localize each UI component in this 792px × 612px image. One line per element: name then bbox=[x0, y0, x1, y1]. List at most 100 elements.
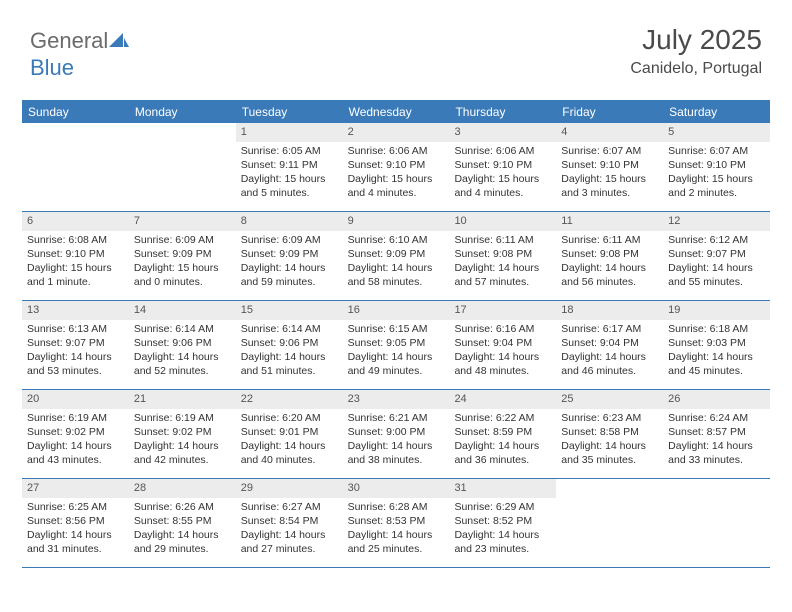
day-number bbox=[22, 123, 129, 127]
sunset-text: Sunset: 9:07 PM bbox=[668, 247, 765, 261]
day-number: 15 bbox=[236, 301, 343, 320]
sunset-text: Sunset: 9:11 PM bbox=[241, 158, 338, 172]
day-cell: 6Sunrise: 6:08 AMSunset: 9:10 PMDaylight… bbox=[22, 212, 129, 300]
daylight-text: Daylight: 14 hours and 53 minutes. bbox=[27, 350, 124, 378]
day-body: Sunrise: 6:09 AMSunset: 9:09 PMDaylight:… bbox=[129, 231, 236, 294]
day-headers-row: Sunday Monday Tuesday Wednesday Thursday… bbox=[22, 101, 770, 123]
daylight-text: Daylight: 15 hours and 2 minutes. bbox=[668, 172, 765, 200]
sunrise-text: Sunrise: 6:21 AM bbox=[348, 411, 445, 425]
sunset-text: Sunset: 9:10 PM bbox=[668, 158, 765, 172]
sunset-text: Sunset: 8:53 PM bbox=[348, 514, 445, 528]
sunrise-text: Sunrise: 6:10 AM bbox=[348, 233, 445, 247]
logo-sail-icon bbox=[109, 29, 129, 55]
day-cell: 11Sunrise: 6:11 AMSunset: 9:08 PMDayligh… bbox=[556, 212, 663, 300]
daylight-text: Daylight: 14 hours and 29 minutes. bbox=[134, 528, 231, 556]
sunset-text: Sunset: 9:05 PM bbox=[348, 336, 445, 350]
week-row: 1Sunrise: 6:05 AMSunset: 9:11 PMDaylight… bbox=[22, 123, 770, 212]
day-number: 22 bbox=[236, 390, 343, 409]
day-body: Sunrise: 6:19 AMSunset: 9:02 PMDaylight:… bbox=[129, 409, 236, 472]
day-body: Sunrise: 6:28 AMSunset: 8:53 PMDaylight:… bbox=[343, 498, 450, 561]
day-number: 13 bbox=[22, 301, 129, 320]
day-body: Sunrise: 6:08 AMSunset: 9:10 PMDaylight:… bbox=[22, 231, 129, 294]
sunrise-text: Sunrise: 6:17 AM bbox=[561, 322, 658, 336]
daylight-text: Daylight: 15 hours and 5 minutes. bbox=[241, 172, 338, 200]
sunset-text: Sunset: 9:07 PM bbox=[27, 336, 124, 350]
day-cell: 31Sunrise: 6:29 AMSunset: 8:52 PMDayligh… bbox=[449, 479, 556, 567]
day-body: Sunrise: 6:14 AMSunset: 9:06 PMDaylight:… bbox=[129, 320, 236, 383]
day-number: 12 bbox=[663, 212, 770, 231]
day-cell: 9Sunrise: 6:10 AMSunset: 9:09 PMDaylight… bbox=[343, 212, 450, 300]
day-cell: 22Sunrise: 6:20 AMSunset: 9:01 PMDayligh… bbox=[236, 390, 343, 478]
day-cell bbox=[556, 479, 663, 567]
day-number: 4 bbox=[556, 123, 663, 142]
month-title: July 2025 bbox=[630, 24, 762, 56]
day-header: Thursday bbox=[449, 101, 556, 123]
day-number: 30 bbox=[343, 479, 450, 498]
day-body: Sunrise: 6:09 AMSunset: 9:09 PMDaylight:… bbox=[236, 231, 343, 294]
day-body: Sunrise: 6:11 AMSunset: 9:08 PMDaylight:… bbox=[449, 231, 556, 294]
sunset-text: Sunset: 9:09 PM bbox=[241, 247, 338, 261]
daylight-text: Daylight: 14 hours and 55 minutes. bbox=[668, 261, 765, 289]
day-number: 2 bbox=[343, 123, 450, 142]
day-number: 27 bbox=[22, 479, 129, 498]
sunset-text: Sunset: 9:06 PM bbox=[134, 336, 231, 350]
daylight-text: Daylight: 14 hours and 56 minutes. bbox=[561, 261, 658, 289]
day-cell: 16Sunrise: 6:15 AMSunset: 9:05 PMDayligh… bbox=[343, 301, 450, 389]
sunrise-text: Sunrise: 6:09 AM bbox=[134, 233, 231, 247]
day-cell: 27Sunrise: 6:25 AMSunset: 8:56 PMDayligh… bbox=[22, 479, 129, 567]
sunrise-text: Sunrise: 6:28 AM bbox=[348, 500, 445, 514]
sunrise-text: Sunrise: 6:06 AM bbox=[348, 144, 445, 158]
day-number: 14 bbox=[129, 301, 236, 320]
day-cell: 24Sunrise: 6:22 AMSunset: 8:59 PMDayligh… bbox=[449, 390, 556, 478]
day-number: 11 bbox=[556, 212, 663, 231]
daylight-text: Daylight: 14 hours and 27 minutes. bbox=[241, 528, 338, 556]
sunrise-text: Sunrise: 6:14 AM bbox=[241, 322, 338, 336]
day-number: 23 bbox=[343, 390, 450, 409]
sunrise-text: Sunrise: 6:12 AM bbox=[668, 233, 765, 247]
daylight-text: Daylight: 14 hours and 35 minutes. bbox=[561, 439, 658, 467]
day-body: Sunrise: 6:24 AMSunset: 8:57 PMDaylight:… bbox=[663, 409, 770, 472]
day-number: 6 bbox=[22, 212, 129, 231]
daylight-text: Daylight: 14 hours and 58 minutes. bbox=[348, 261, 445, 289]
sunrise-text: Sunrise: 6:11 AM bbox=[561, 233, 658, 247]
week-row: 13Sunrise: 6:13 AMSunset: 9:07 PMDayligh… bbox=[22, 301, 770, 390]
sunset-text: Sunset: 9:03 PM bbox=[668, 336, 765, 350]
day-number: 3 bbox=[449, 123, 556, 142]
day-number: 10 bbox=[449, 212, 556, 231]
day-cell: 20Sunrise: 6:19 AMSunset: 9:02 PMDayligh… bbox=[22, 390, 129, 478]
sunrise-text: Sunrise: 6:20 AM bbox=[241, 411, 338, 425]
sunset-text: Sunset: 9:09 PM bbox=[348, 247, 445, 261]
daylight-text: Daylight: 14 hours and 51 minutes. bbox=[241, 350, 338, 378]
day-body: Sunrise: 6:29 AMSunset: 8:52 PMDaylight:… bbox=[449, 498, 556, 561]
day-number: 1 bbox=[236, 123, 343, 142]
daylight-text: Daylight: 15 hours and 0 minutes. bbox=[134, 261, 231, 289]
day-number: 18 bbox=[556, 301, 663, 320]
sunset-text: Sunset: 9:01 PM bbox=[241, 425, 338, 439]
daylight-text: Daylight: 14 hours and 49 minutes. bbox=[348, 350, 445, 378]
day-body: Sunrise: 6:14 AMSunset: 9:06 PMDaylight:… bbox=[236, 320, 343, 383]
day-cell: 26Sunrise: 6:24 AMSunset: 8:57 PMDayligh… bbox=[663, 390, 770, 478]
sunset-text: Sunset: 8:54 PM bbox=[241, 514, 338, 528]
day-cell: 17Sunrise: 6:16 AMSunset: 9:04 PMDayligh… bbox=[449, 301, 556, 389]
sunset-text: Sunset: 9:00 PM bbox=[348, 425, 445, 439]
day-cell: 7Sunrise: 6:09 AMSunset: 9:09 PMDaylight… bbox=[129, 212, 236, 300]
day-cell: 19Sunrise: 6:18 AMSunset: 9:03 PMDayligh… bbox=[663, 301, 770, 389]
day-body: Sunrise: 6:07 AMSunset: 9:10 PMDaylight:… bbox=[663, 142, 770, 205]
sunrise-text: Sunrise: 6:06 AM bbox=[454, 144, 551, 158]
day-body: Sunrise: 6:23 AMSunset: 8:58 PMDaylight:… bbox=[556, 409, 663, 472]
day-body: Sunrise: 6:15 AMSunset: 9:05 PMDaylight:… bbox=[343, 320, 450, 383]
sunset-text: Sunset: 8:59 PM bbox=[454, 425, 551, 439]
day-header: Sunday bbox=[22, 101, 129, 123]
sunrise-text: Sunrise: 6:13 AM bbox=[27, 322, 124, 336]
daylight-text: Daylight: 15 hours and 1 minute. bbox=[27, 261, 124, 289]
daylight-text: Daylight: 14 hours and 57 minutes. bbox=[454, 261, 551, 289]
location-label: Canidelo, Portugal bbox=[630, 60, 762, 78]
day-body: Sunrise: 6:25 AMSunset: 8:56 PMDaylight:… bbox=[22, 498, 129, 561]
daylight-text: Daylight: 14 hours and 48 minutes. bbox=[454, 350, 551, 378]
sunset-text: Sunset: 8:56 PM bbox=[27, 514, 124, 528]
sunset-text: Sunset: 8:52 PM bbox=[454, 514, 551, 528]
day-cell: 2Sunrise: 6:06 AMSunset: 9:10 PMDaylight… bbox=[343, 123, 450, 211]
logo-text-1: General bbox=[30, 28, 108, 53]
day-cell: 15Sunrise: 6:14 AMSunset: 9:06 PMDayligh… bbox=[236, 301, 343, 389]
daylight-text: Daylight: 14 hours and 46 minutes. bbox=[561, 350, 658, 378]
